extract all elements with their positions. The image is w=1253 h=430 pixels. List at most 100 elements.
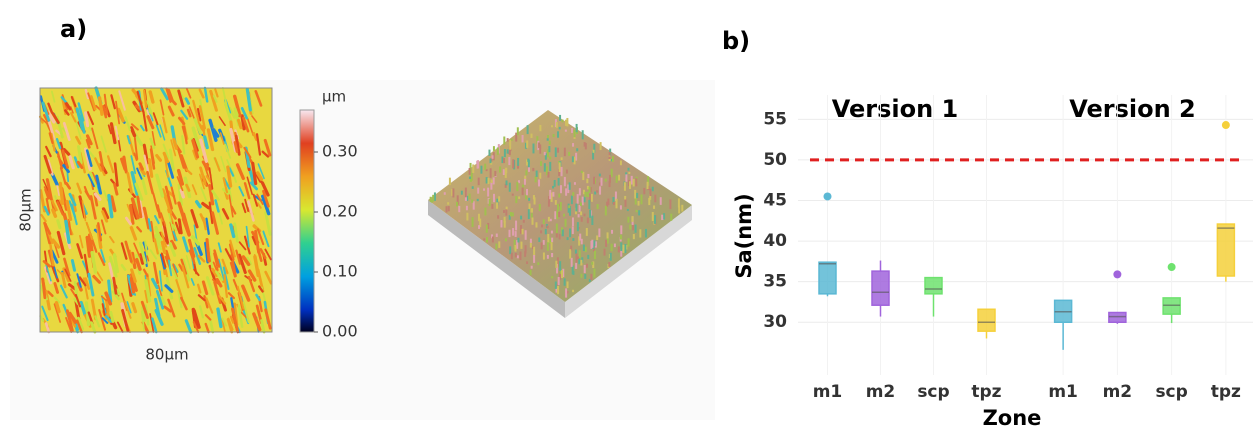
map-texture <box>100 135 107 153</box>
map-texture <box>79 114 86 134</box>
map-texture <box>142 110 148 132</box>
map-texture <box>160 231 168 248</box>
map-texture <box>136 195 143 219</box>
map-texture <box>228 106 236 119</box>
map-texture <box>155 289 165 310</box>
map-texture <box>224 248 233 261</box>
map-texture <box>129 126 137 138</box>
map-texture <box>142 268 149 278</box>
map-texture <box>247 275 256 293</box>
map-texture <box>85 138 91 149</box>
map-texture <box>251 161 258 186</box>
map-texture <box>231 307 239 333</box>
map-texture <box>51 112 60 124</box>
x-tick-label: scp <box>917 382 949 402</box>
map-texture <box>177 289 183 309</box>
map-texture <box>172 263 178 278</box>
map-texture <box>59 166 67 185</box>
map-texture <box>142 89 148 109</box>
map-texture <box>84 111 90 128</box>
map-texture <box>140 310 145 332</box>
y-tick-label: 30 <box>763 312 787 332</box>
map-texture <box>154 214 160 225</box>
map-texture <box>260 181 270 197</box>
map-texture <box>86 111 95 126</box>
map-texture <box>101 295 107 314</box>
map-texture <box>88 151 97 160</box>
x-tick-label: scp <box>1155 382 1187 402</box>
map-texture <box>64 219 71 244</box>
map-texture <box>128 204 135 225</box>
map-texture <box>93 192 102 202</box>
map-texture <box>131 302 138 314</box>
map-texture <box>230 254 237 278</box>
map-texture <box>42 260 52 268</box>
map-texture <box>185 87 192 99</box>
map-texture <box>208 167 214 190</box>
map-texture <box>133 133 144 147</box>
map-texture <box>65 181 71 190</box>
map-texture <box>236 118 243 130</box>
map-texture <box>205 237 211 263</box>
map-texture <box>146 170 154 195</box>
y-axis-title: Sa(nm) <box>732 193 756 278</box>
map-texture <box>58 181 65 205</box>
map-texture <box>176 168 185 186</box>
map-texture <box>91 127 99 150</box>
map-texture <box>160 212 167 227</box>
map-texture <box>246 118 255 137</box>
map-texture <box>110 94 116 110</box>
map-texture <box>213 249 221 268</box>
colorbar-tick-label: 0.10 <box>322 262 358 281</box>
map-texture <box>209 89 218 112</box>
map-texture <box>60 272 67 289</box>
x-tick-label: m1 <box>813 382 843 402</box>
map-texture <box>185 254 192 270</box>
map-texture <box>215 277 223 288</box>
map-texture <box>221 208 230 220</box>
map-texture <box>199 138 208 163</box>
map-texture <box>181 125 187 139</box>
map-texture <box>95 174 103 195</box>
map-texture <box>191 184 198 196</box>
map-texture <box>170 139 177 157</box>
map-texture <box>177 218 183 235</box>
map-texture <box>141 306 146 322</box>
map-texture <box>237 253 247 275</box>
map-texture <box>222 266 230 291</box>
map-texture <box>56 200 65 216</box>
map-texture <box>247 200 255 222</box>
surface-side <box>428 200 565 318</box>
outlier <box>823 192 832 201</box>
box <box>1162 297 1181 315</box>
y-tick-label: 40 <box>763 231 787 251</box>
map-texture <box>43 186 52 198</box>
map-texture <box>45 145 52 158</box>
map-texture <box>185 183 191 192</box>
colorbar-unit: µm <box>322 88 346 106</box>
map-texture <box>152 261 159 285</box>
map-texture <box>177 183 183 206</box>
map-texture <box>107 193 114 219</box>
map-texture <box>70 95 77 108</box>
y-tick-label: 55 <box>763 109 787 129</box>
map-texture <box>181 264 190 289</box>
map-texture <box>107 279 113 303</box>
map-texture <box>204 322 210 334</box>
map-texture <box>63 257 71 277</box>
map-texture <box>204 314 212 321</box>
map-texture <box>164 284 174 293</box>
map-texture <box>214 199 220 213</box>
map-texture <box>106 155 115 174</box>
map-texture <box>41 101 51 122</box>
map-texture <box>85 134 93 146</box>
map-texture <box>142 206 149 224</box>
map-texture <box>198 88 205 99</box>
map-texture <box>181 135 186 155</box>
map-texture <box>50 90 56 103</box>
map-texture <box>120 157 127 171</box>
map-texture <box>120 242 128 260</box>
map-texture <box>198 305 204 319</box>
map-texture <box>205 276 215 296</box>
map-texture <box>133 242 141 258</box>
